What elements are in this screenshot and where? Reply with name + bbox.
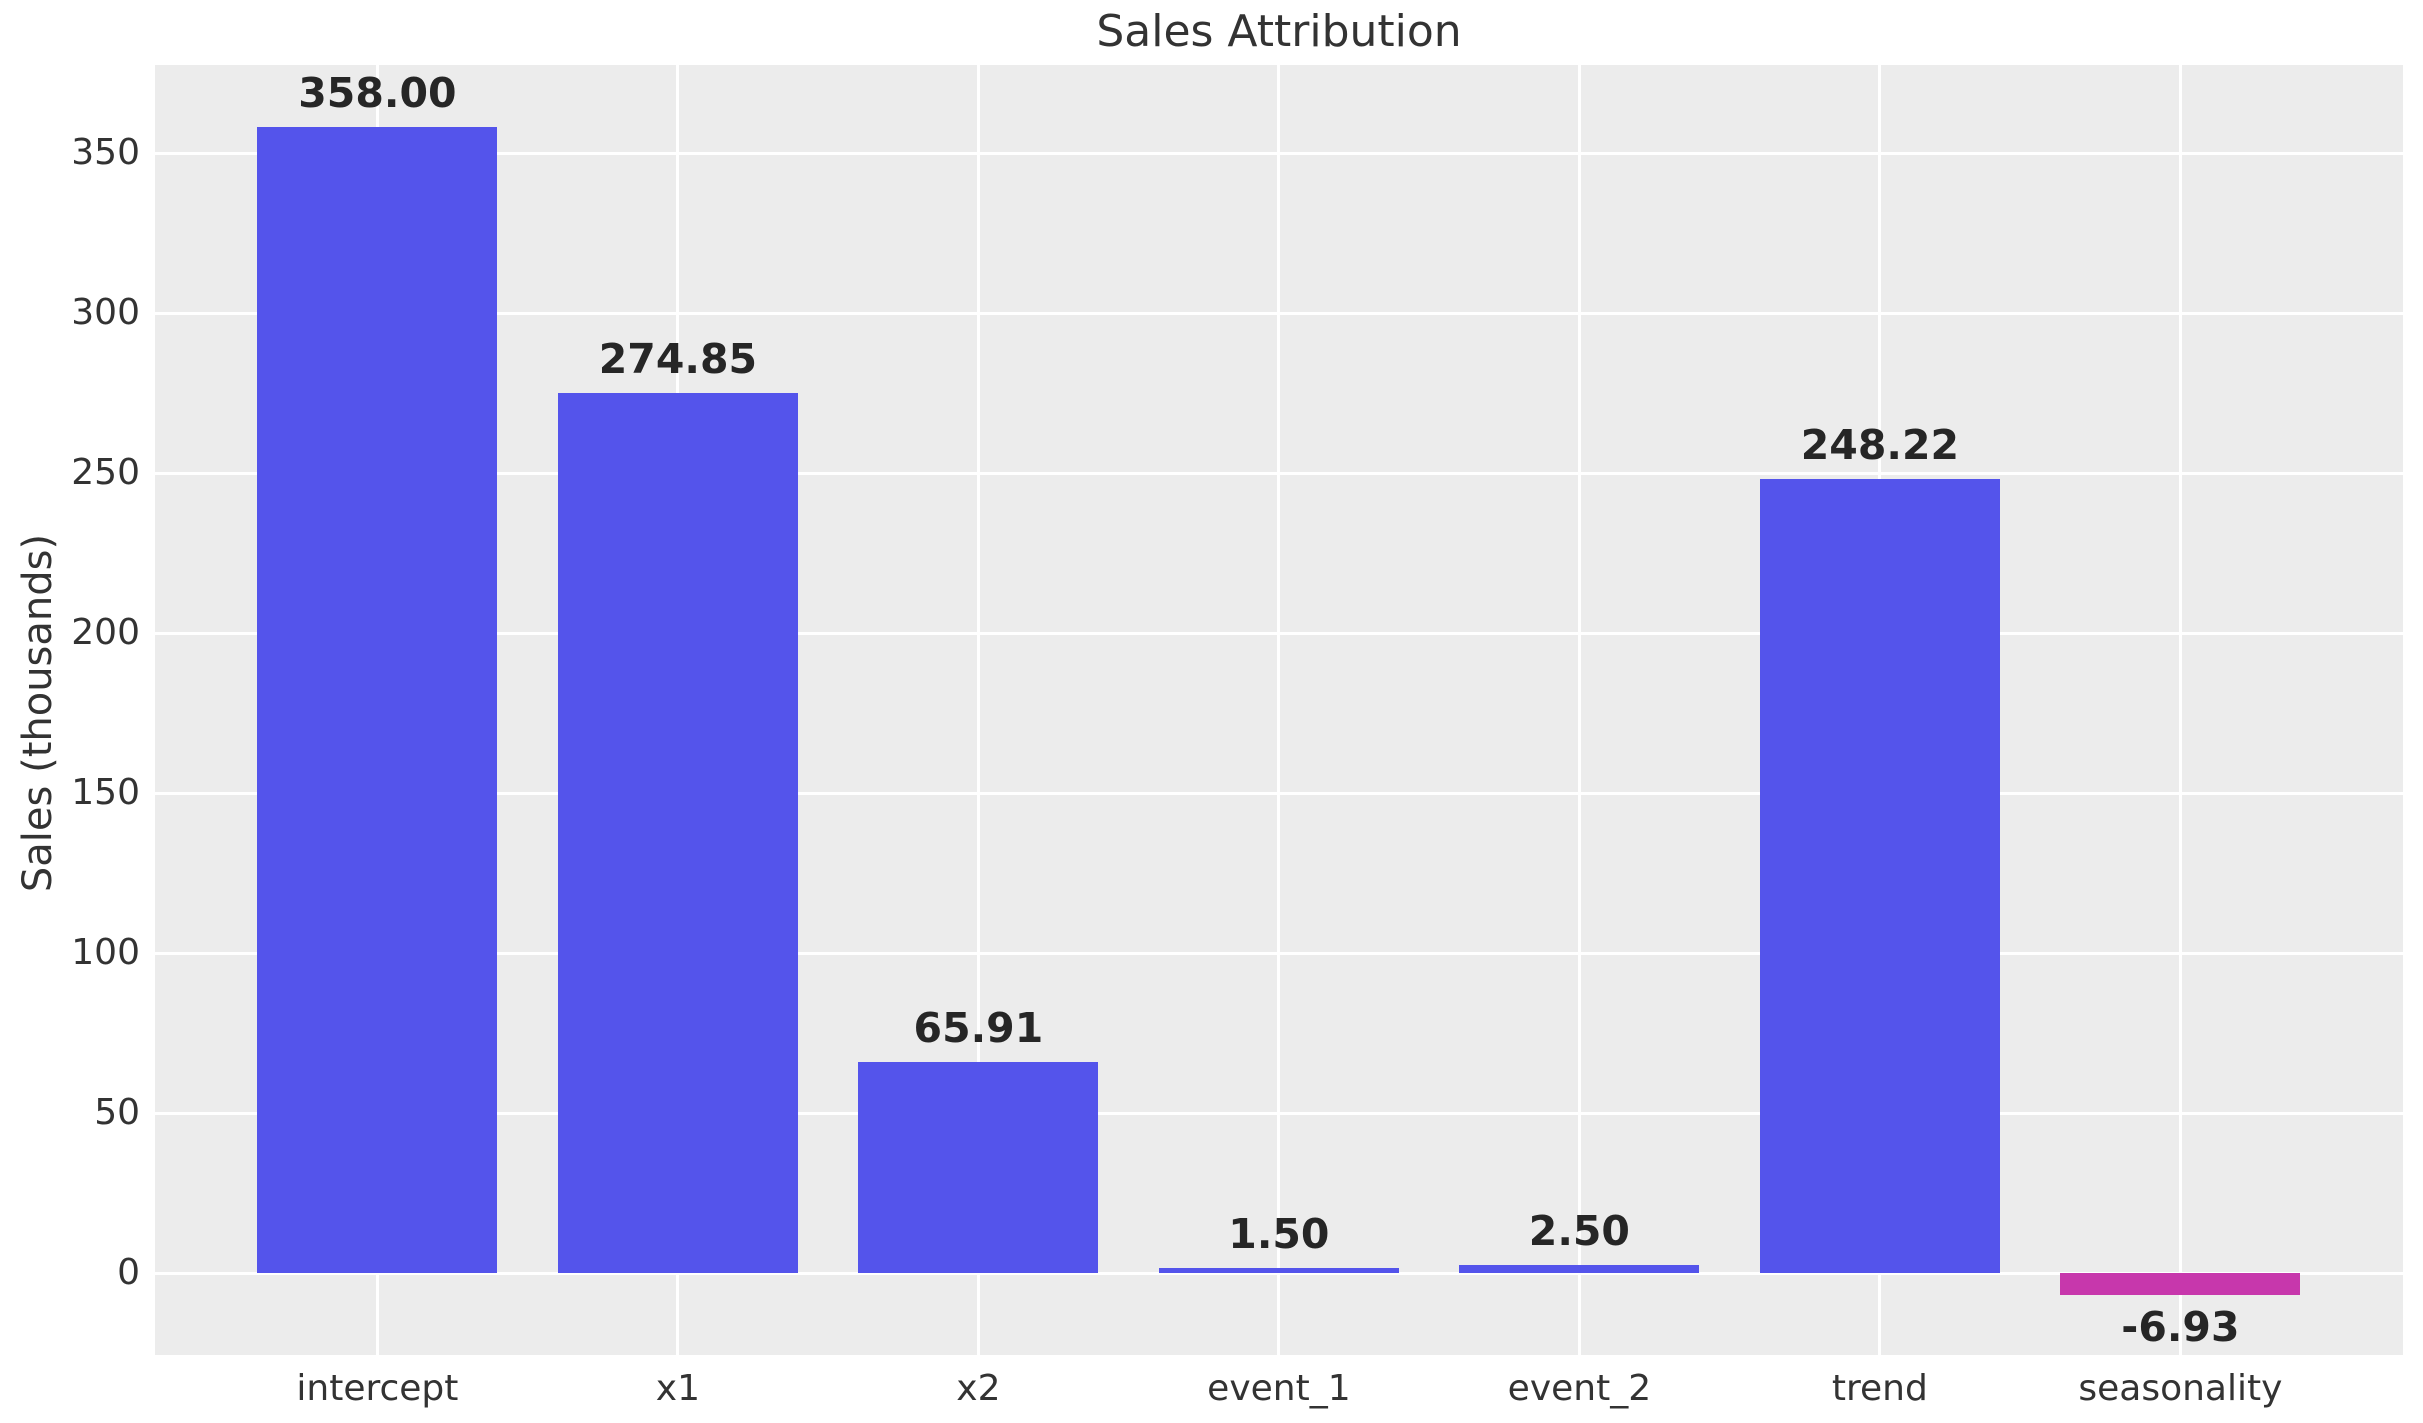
gridline-vertical <box>2178 65 2182 1355</box>
gridline-vertical <box>1577 65 1581 1355</box>
y-tick-label: 50 <box>94 1092 140 1133</box>
bar-value-label: 65.91 <box>913 1004 1044 1053</box>
bar-value-label: 248.22 <box>1800 420 1959 469</box>
x-tick-label-event_2: event_2 <box>1507 1368 1652 1409</box>
plot-area: 358.00 274.85 65.91 1.50 2.50 248.22 -6.93 <box>155 65 2403 1355</box>
x-tick-label-trend: trend <box>1831 1368 1928 1409</box>
x-tick-label-x1: x1 <box>655 1368 700 1409</box>
bar-value-label: 274.85 <box>598 335 757 384</box>
y-axis-label: Sales (thousands) <box>15 533 61 893</box>
bar-seasonality <box>2060 1273 2301 1296</box>
x-tick-label-event_1: event_1 <box>1207 1368 1351 1409</box>
y-tick-label: 0 <box>117 1252 140 1293</box>
y-tick-label: 150 <box>71 772 140 813</box>
x-tick-label-x2: x2 <box>956 1368 1001 1409</box>
bar-x1 <box>557 393 798 1273</box>
y-tick-label: 250 <box>71 452 140 493</box>
bar-value-label: 1.50 <box>1228 1210 1330 1259</box>
gridline-vertical <box>1277 65 1281 1355</box>
y-tick-label: 100 <box>71 932 140 973</box>
y-tick-label: 300 <box>71 292 140 333</box>
y-tick-label: 350 <box>71 132 140 173</box>
bar-intercept <box>257 127 498 1273</box>
gridline-vertical <box>976 65 980 1355</box>
bar-x2 <box>858 1062 1099 1273</box>
chart-title: Sales Attribution <box>1096 6 1462 57</box>
y-tick-label: 200 <box>71 612 140 653</box>
bar-trend <box>1759 478 2000 1273</box>
x-tick-label-seasonality: seasonality <box>2078 1368 2283 1409</box>
bar-event_2 <box>1459 1265 1700 1273</box>
bar-value-label: -6.93 <box>2121 1303 2240 1352</box>
x-tick-label-intercept: intercept <box>296 1368 459 1409</box>
bar-event_1 <box>1158 1268 1399 1273</box>
bar-value-label: 2.50 <box>1528 1207 1630 1255</box>
bar-value-label: 358.00 <box>298 69 457 118</box>
